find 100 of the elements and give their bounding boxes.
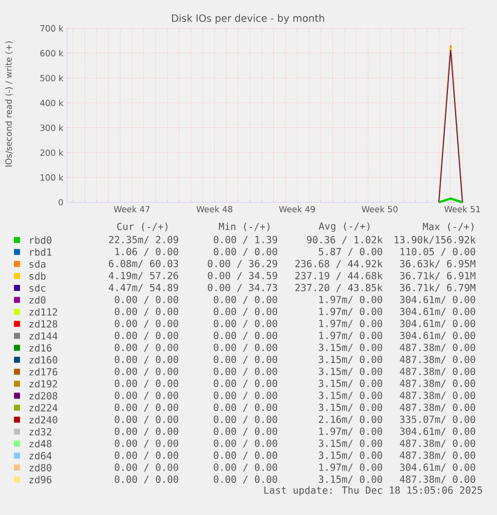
text: 304.61m/ 0.00 bbox=[400, 464, 476, 472]
x-tick-label: Week 48 bbox=[196, 206, 232, 212]
text: 3.15m/ 0.00 bbox=[318, 356, 382, 364]
text: 487.38m/ 0.00 bbox=[400, 380, 476, 388]
text: 3.15m/ 0.00 bbox=[318, 476, 382, 484]
text: 0.00 / 0.00 bbox=[114, 428, 178, 436]
text: 304.61m/ 0.00 bbox=[400, 320, 476, 328]
chart-title: Disk IOs per device - by month bbox=[172, 14, 324, 24]
text: 4.47m/ 54.89 bbox=[108, 284, 178, 292]
legend-label: zd32 bbox=[29, 428, 52, 436]
text: Last update: Thu Dec 18 15:05:06 2025 bbox=[264, 486, 482, 496]
text: 36.71k/ 6.79M bbox=[400, 284, 476, 292]
text: 0.00 / 0.00 bbox=[214, 392, 278, 400]
text: 0.00 / 0.00 bbox=[114, 308, 178, 316]
legend-label: sdb bbox=[30, 272, 46, 280]
text: 3.15m/ 0.00 bbox=[318, 452, 382, 460]
text: 0.00 / 0.00 bbox=[114, 356, 178, 364]
text: 0.00 / 0.00 bbox=[114, 404, 178, 412]
legend-label: zd192 bbox=[29, 380, 58, 388]
y-tick-label: 500 k bbox=[40, 74, 64, 82]
legend-label: zd128 bbox=[29, 320, 58, 328]
text: 0.00 / 0.00 bbox=[214, 332, 278, 340]
text: 0.00 / 0.00 bbox=[114, 452, 178, 460]
text: 0.00 / 34.59 bbox=[208, 272, 278, 280]
legend-label: zd112 bbox=[29, 308, 58, 316]
x-tick-label: Week 49 bbox=[279, 206, 315, 212]
text: 1.97m/ 0.00 bbox=[319, 320, 382, 328]
text: 0.00 / 0.00 bbox=[214, 452, 278, 460]
text: 6.08m/ 60.03 bbox=[108, 260, 178, 268]
text: 0.00 / 0.00 bbox=[214, 248, 278, 256]
text: 0.00 / 0.00 bbox=[114, 440, 178, 448]
text: 3.15m/ 0.00 bbox=[318, 392, 382, 400]
legend-label: rbd0 bbox=[30, 236, 52, 244]
text: 0.00 / 0.00 bbox=[214, 464, 278, 472]
text: 0.00 / 1.39 bbox=[214, 236, 278, 244]
legend-label: sdc bbox=[30, 284, 46, 292]
text: 0.00 / 0.00 bbox=[214, 416, 278, 424]
text: 5.87 / 0.00 bbox=[318, 248, 382, 256]
y-axis-title: IOs/second read (-) / write (+) bbox=[5, 41, 13, 166]
text: 236.68 / 44.92k bbox=[295, 260, 383, 268]
text: 90.36 / 1.02k bbox=[306, 236, 383, 244]
text: 1.97m/ 0.00 bbox=[319, 332, 382, 340]
legend-label: zd208 bbox=[29, 392, 58, 400]
text: 3.15m/ 0.00 bbox=[318, 440, 382, 448]
text: 0.00 / 0.00 bbox=[214, 308, 278, 316]
text: 3.15m/ 0.00 bbox=[318, 368, 382, 376]
text: 487.38m/ 0.00 bbox=[400, 344, 476, 352]
text: 0.00 / 36.29 bbox=[208, 260, 278, 268]
text: 304.61m/ 0.00 bbox=[400, 332, 476, 340]
text: 0.00 / 0.00 bbox=[114, 380, 178, 388]
y-tick-label: 400 k bbox=[40, 100, 64, 106]
text: 0.00 / 0.00 bbox=[114, 296, 178, 304]
text: 0.00 / 0.00 bbox=[114, 416, 178, 424]
text: 22.35m/ 2.09 bbox=[108, 236, 178, 244]
text: 4.19m/ 57.26 bbox=[108, 272, 178, 280]
x-tick-label: Week 47 bbox=[114, 206, 150, 212]
text: 487.38m/ 0.00 bbox=[400, 452, 476, 460]
text: 0.00 / 0.00 bbox=[214, 356, 278, 364]
text: 487.38m/ 0.00 bbox=[400, 392, 476, 400]
text: 0.00 / 0.00 bbox=[114, 320, 178, 328]
text: 3.15m/ 0.00 bbox=[318, 404, 382, 412]
text: Min (-/+) bbox=[218, 222, 270, 232]
text: 335.07m/ 0.00 bbox=[400, 416, 476, 424]
text: 1.97m/ 0.00 bbox=[319, 296, 382, 304]
x-tick-label: Week 50 bbox=[362, 206, 398, 212]
text: 0.00 / 0.00 bbox=[114, 344, 178, 352]
text: 0.00 / 0.00 bbox=[214, 476, 278, 484]
text: 237.20 / 43.85k bbox=[295, 284, 383, 292]
text: 0.00 / 0.00 bbox=[114, 392, 178, 400]
text: 1.06 / 0.00 bbox=[115, 248, 178, 256]
text: Max (-/+) bbox=[422, 222, 474, 232]
text: 1.97m/ 0.00 bbox=[319, 428, 382, 436]
y-tick-label: 700 k bbox=[40, 25, 64, 32]
text: Avg (-/+) bbox=[318, 222, 370, 232]
legend-label: sda bbox=[30, 260, 46, 268]
text: 304.61m/ 0.00 bbox=[400, 296, 476, 304]
text: 0.00 / 0.00 bbox=[214, 440, 278, 448]
text: 1.97m/ 0.00 bbox=[319, 464, 382, 472]
legend-label: zd224 bbox=[29, 404, 58, 412]
legend-label: zd96 bbox=[29, 476, 52, 484]
text: 304.61m/ 0.00 bbox=[400, 308, 476, 316]
text: 487.38m/ 0.00 bbox=[400, 440, 476, 448]
x-tick-label: Week 51 bbox=[444, 206, 480, 212]
text: 110.05 / 0.00 bbox=[400, 248, 476, 256]
text: 3.15m/ 0.00 bbox=[318, 380, 382, 388]
legend-label: zd64 bbox=[29, 452, 52, 460]
text: 0.00 / 0.00 bbox=[214, 344, 278, 352]
text: 0.00 / 0.00 bbox=[214, 404, 278, 412]
text: 0.00 / 0.00 bbox=[114, 332, 178, 340]
legend-label: zd0 bbox=[29, 296, 46, 304]
y-tick-label: 200 k bbox=[40, 149, 64, 156]
text: 0.00 / 0.00 bbox=[214, 320, 278, 328]
legend-label: zd176 bbox=[29, 368, 58, 376]
text: 487.38m/ 0.00 bbox=[400, 476, 476, 484]
text: 487.38m/ 0.00 bbox=[400, 356, 476, 364]
text: Cur (-/+) bbox=[117, 222, 168, 232]
legend-label: zd240 bbox=[29, 416, 58, 424]
text: 2.16m/ 0.00 bbox=[318, 416, 382, 424]
text: 1.97m/ 0.00 bbox=[319, 308, 382, 316]
text: 0.00 / 0.00 bbox=[214, 428, 278, 436]
